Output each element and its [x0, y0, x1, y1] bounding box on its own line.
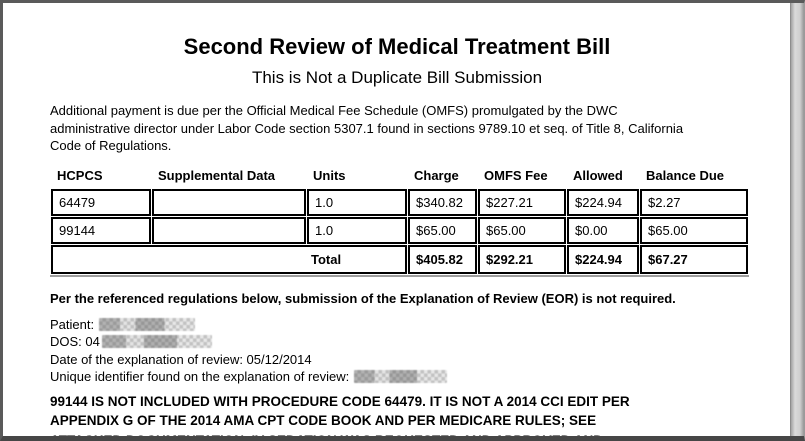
cell-hcpcs: 64479	[51, 188, 151, 216]
table-total-row: Total $405.82 $292.21 $224.94 $67.27	[51, 244, 748, 274]
charges-table-header: HCPCS Supplemental Data Units Charge OMF…	[51, 168, 748, 188]
cell-allowed: $0.00	[567, 216, 639, 244]
intro-line-3: Code of Regulations.	[50, 138, 172, 153]
cell-hcpcs: 99144	[51, 216, 151, 244]
review-details: Patient: DOS: 04 Date of the explanation…	[50, 316, 744, 386]
eor-date-line: Date of the explanation of review: 05/12…	[50, 351, 312, 367]
patient-label: Patient:	[50, 316, 95, 332]
determination-line-2: APPENDIX G OF THE 2014 AMA CPT CODE BOOK…	[50, 413, 597, 428]
col-header-hcpcs: HCPCS	[57, 167, 103, 183]
charges-table: HCPCS Supplemental Data Units Charge OMF…	[50, 167, 749, 277]
total-allowed: $224.94	[567, 244, 639, 274]
table-row: 99144 1.0 $65.00 $65.00 $0.00 $65.00	[51, 216, 748, 244]
cell-balance-due: $65.00	[640, 216, 748, 244]
dos-label: DOS: 04	[50, 334, 100, 349]
total-charge: $405.82	[408, 244, 477, 274]
determination-line-3: ATTACHED DOCUMENTATION. IV SEDATION WAS …	[50, 432, 604, 441]
document-page: Second Review of Medical Treatment Bill …	[3, 3, 804, 441]
intro-line-1: Additional payment is due per the Offici…	[50, 103, 618, 118]
unique-id-label: Unique identifier found on the explanati…	[50, 369, 350, 384]
table-row: 64479 1.0 $340.82 $227.21 $224.94 $2.27	[51, 188, 748, 216]
eor-notice: Per the referenced regulations below, su…	[50, 290, 676, 306]
col-header-balance-due: Balance Due	[646, 167, 725, 183]
vertical-scrollbar[interactable]	[790, 3, 804, 436]
cell-units: 1.0	[307, 216, 407, 244]
col-header-allowed: Allowed	[573, 167, 623, 183]
intro-paragraph: Additional payment is due per the Offici…	[50, 102, 744, 155]
cell-omfs-fee: $65.00	[478, 216, 566, 244]
determination-paragraph: 99144 IS NOT INCLUDED WITH PROCEDURE COD…	[50, 392, 744, 441]
cell-units: 1.0	[307, 188, 407, 216]
col-header-supplemental-data: Supplemental Data	[158, 167, 276, 183]
determination-line-1: 99144 IS NOT INCLUDED WITH PROCEDURE COD…	[50, 393, 630, 409]
dos-line: DOS: 04	[50, 333, 744, 351]
redacted-dos-value	[101, 335, 212, 348]
cell-supplemental	[152, 188, 306, 216]
cell-omfs-fee: $227.21	[478, 188, 566, 216]
total-label: Total	[51, 244, 407, 274]
total-balance-due: $67.27	[640, 244, 748, 274]
page-title: Second Review of Medical Treatment Bill	[183, 34, 611, 59]
cell-charge: $65.00	[408, 216, 477, 244]
cell-supplemental	[152, 216, 306, 244]
patient-line: Patient:	[50, 316, 744, 334]
redacted-unique-id	[354, 370, 448, 383]
col-header-units: Units	[313, 167, 346, 183]
col-header-charge: Charge	[414, 167, 459, 183]
redacted-patient-name	[99, 317, 196, 331]
cell-balance-due: $2.27	[640, 188, 748, 216]
cell-allowed: $224.94	[567, 188, 639, 216]
total-omfs-fee: $292.21	[478, 244, 566, 274]
cell-charge: $340.82	[408, 188, 477, 216]
intro-line-2: administrative director under Labor Code…	[50, 120, 684, 136]
page-subtitle: This is Not a Duplicate Bill Submission	[251, 68, 543, 87]
col-header-omfs-fee: OMFS Fee	[484, 167, 548, 183]
unique-id-line: Unique identifier found on the explanati…	[50, 368, 744, 386]
